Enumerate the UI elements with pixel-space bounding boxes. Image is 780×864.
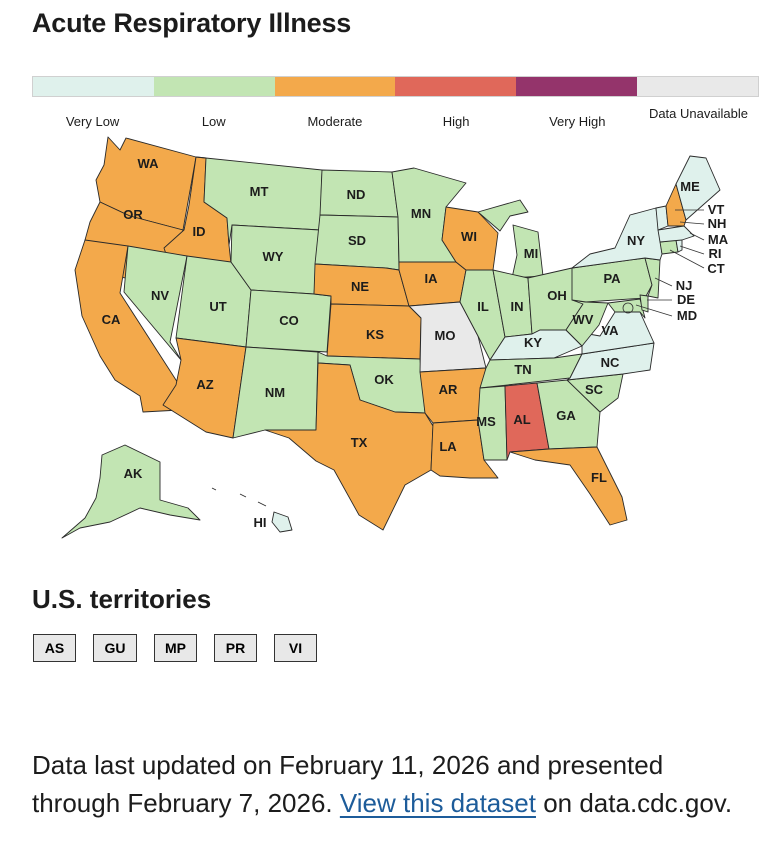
- legend-label: Low: [201, 114, 226, 129]
- state-label-la: LA: [439, 439, 457, 454]
- state-label-nh: NH: [708, 216, 727, 231]
- state-label-il: IL: [477, 299, 489, 314]
- state-label-ak: AK: [124, 466, 143, 481]
- state-label-ar: AR: [439, 382, 458, 397]
- state-label-ks: KS: [366, 327, 384, 342]
- state-FL[interactable]: [509, 446, 628, 526]
- state-TX[interactable]: [264, 362, 434, 531]
- state-MA[interactable]: [657, 225, 695, 243]
- state-label-ny: NY: [627, 233, 645, 248]
- leader-line: [679, 245, 705, 255]
- state-label-tn: TN: [514, 362, 531, 377]
- state-label-tx: TX: [351, 435, 368, 450]
- territory-button-as[interactable]: AS: [33, 634, 76, 662]
- state-label-az: AZ: [196, 377, 213, 392]
- legend-labels: Very Low Low Moderate High Very High Dat…: [32, 107, 759, 129]
- leader-line: [689, 232, 705, 241]
- legend-color-bar: [32, 76, 759, 97]
- legend-label: Very Low: [65, 114, 120, 129]
- state-label-pa: PA: [603, 271, 621, 286]
- legend-swatch-low: [153, 77, 275, 96]
- state-label-fl: FL: [591, 470, 607, 485]
- state-label-ia: IA: [425, 271, 439, 286]
- dc-marker[interactable]: [622, 302, 634, 314]
- state-label-mo: MO: [435, 328, 456, 343]
- legend-swatch-very-high: [516, 77, 638, 96]
- state-label-hi: HI: [254, 515, 267, 530]
- state-label-mi: MI: [524, 246, 538, 261]
- legend-swatch-moderate: [274, 77, 396, 96]
- legend-label: Very High: [549, 114, 606, 129]
- state-label-nm: NM: [265, 385, 285, 400]
- leader-line: [635, 304, 673, 317]
- state-label-ri: RI: [709, 246, 722, 261]
- territory-button-pr[interactable]: PR: [214, 634, 257, 662]
- state-label-ga: GA: [556, 408, 576, 423]
- legend-swatch-data-unavailable: [637, 77, 758, 96]
- state-label-oh: OH: [547, 288, 567, 303]
- state-label-ut: UT: [209, 299, 226, 314]
- state-ME[interactable]: [675, 155, 721, 221]
- legend-label: Data Unavailable: [648, 106, 748, 121]
- territories-heading: U.S. territories: [32, 584, 212, 614]
- state-AK[interactable]: [61, 444, 201, 539]
- state-label-ky: KY: [524, 335, 542, 350]
- territories-list: AS GU MP PR VI: [33, 634, 317, 662]
- leader-line: [654, 277, 673, 287]
- state-label-md: MD: [677, 308, 697, 323]
- state-label-nv: NV: [151, 288, 169, 303]
- update-text-suffix: on data.cdc.gov.: [543, 788, 733, 818]
- state-label-sd: SD: [348, 233, 366, 248]
- state-label-ne: NE: [351, 279, 369, 294]
- state-label-ct: CT: [707, 261, 724, 276]
- data-update-note: Data last updated on February 11, 2026 a…: [32, 746, 752, 822]
- state-label-or: OR: [123, 207, 143, 222]
- state-label-wa: WA: [138, 156, 160, 171]
- state-label-wi: WI: [461, 229, 477, 244]
- state-label-wy: WY: [263, 249, 284, 264]
- legend-label: Moderate: [307, 114, 363, 129]
- state-label-va: VA: [601, 323, 619, 338]
- state-label-wv: WV: [573, 312, 594, 327]
- state-MI[interactable]: [477, 199, 544, 279]
- state-label-ok: OK: [374, 372, 394, 387]
- state-label-de: DE: [677, 292, 695, 307]
- state-label-ma: MA: [708, 232, 729, 247]
- state-label-ms: MS: [476, 414, 496, 429]
- territory-button-vi[interactable]: VI: [274, 634, 317, 662]
- page-title: Acute Respiratory Illness: [32, 8, 352, 38]
- legend-swatch-high: [395, 77, 517, 96]
- state-CA[interactable]: [74, 239, 186, 413]
- us-state-map: WA OR CA ID NV UT AZ MT WY CO NM ND SD NE KS OK TX MN IA MO…: [61, 136, 729, 539]
- state-labels: WA OR CA ID NV UT AZ MT WY CO NM ND SD NE KS OK TX MN IA MO…: [102, 156, 729, 530]
- state-MS[interactable]: [477, 385, 508, 461]
- state-NH[interactable]: [665, 183, 687, 227]
- state-NV[interactable]: [123, 245, 188, 361]
- state-label-ca: CA: [102, 312, 121, 327]
- leader-line: [669, 249, 705, 269]
- state-label-sc: SC: [585, 382, 604, 397]
- leader-line: [679, 221, 705, 225]
- state-CO[interactable]: [245, 289, 332, 353]
- legend-label: High: [442, 114, 470, 129]
- state-label-al: AL: [513, 412, 530, 427]
- state-label-in: IN: [511, 299, 524, 314]
- state-label-vt: VT: [708, 202, 725, 217]
- update-text: Data last updated on February 11, 2026 a…: [32, 750, 664, 818]
- territory-button-mp[interactable]: MP: [154, 634, 197, 662]
- state-label-mt: MT: [250, 184, 269, 199]
- state-VA[interactable]: [565, 311, 655, 355]
- state-label-nd: ND: [347, 187, 366, 202]
- view-dataset-link[interactable]: View this dataset: [339, 788, 536, 818]
- legend-swatch-very-low: [33, 77, 154, 96]
- state-label-co: CO: [279, 313, 299, 328]
- state-HI[interactable]: [211, 487, 293, 533]
- state-label-mn: MN: [411, 206, 431, 221]
- territory-button-gu[interactable]: GU: [93, 634, 137, 662]
- state-label-id: ID: [193, 224, 206, 239]
- state-label-nc: NC: [601, 355, 620, 370]
- state-label-me: ME: [680, 179, 700, 194]
- state-MD[interactable]: [607, 298, 646, 319]
- state-label-nj: NJ: [676, 278, 693, 293]
